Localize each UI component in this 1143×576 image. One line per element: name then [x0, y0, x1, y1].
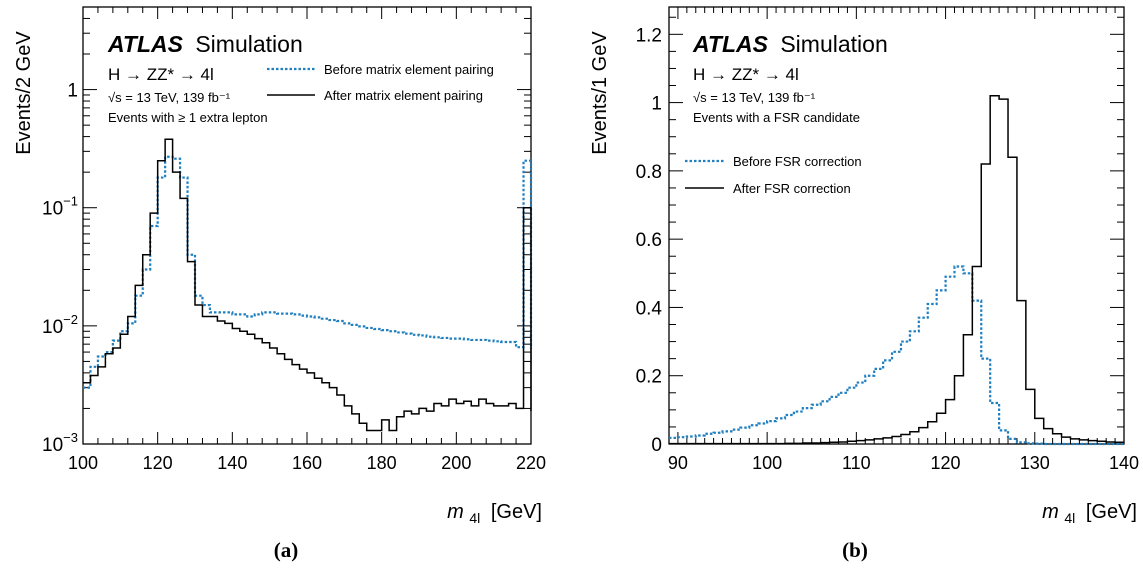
panel-a-xlabel: m 4l [GeV]	[447, 501, 542, 528]
y-tick-label: 0.8	[636, 162, 662, 183]
panel-b-xlabel-unit: [GeV]	[1086, 501, 1137, 523]
y-tick-label: 10−2	[42, 312, 78, 338]
panel-a-brand: ATLAS	[107, 31, 184, 57]
panel-b-series	[669, 95, 1124, 446]
y-tick-label: 1	[67, 81, 78, 102]
panel-a-label: (a)	[274, 538, 299, 562]
y-tick-label: 10−3	[42, 430, 78, 456]
panel-b-ticks	[668, 7, 1125, 445]
y-tick-label: 0.6	[636, 230, 662, 251]
x-tick-label: 220	[516, 453, 546, 473]
panel-a-atlas-header: ATLAS Simulation	[107, 31, 303, 57]
panel-b-brand: ATLAS	[692, 31, 769, 57]
panel-a-xlabel-unit: [GeV]	[491, 501, 542, 523]
y-tick-label: 10−1	[42, 194, 78, 220]
panel-b-ylabel: Events/1 GeV	[589, 31, 611, 155]
panel-b-frame	[668, 6, 1125, 445]
panel-b-brand-suffix: Simulation	[780, 31, 887, 57]
panel-a-xtick-labels: 100 120 140 160 180 200 220	[68, 453, 546, 473]
panel-a-ticks	[82, 6, 532, 445]
panel-b-xlabel: m 4l [GeV]	[1042, 501, 1137, 528]
x-tick-label: 200	[441, 453, 471, 473]
panel-a-xlabel-main: m	[447, 501, 464, 523]
x-tick-label: 160	[292, 453, 322, 473]
panel-a-series	[83, 138, 533, 432]
after-series-line	[83, 138, 532, 432]
y-tick-label: 0	[651, 435, 662, 456]
x-tick-label: 120	[931, 453, 961, 473]
panel-b-energy: √s = 13 TeV, 139 fb⁻¹	[693, 90, 816, 105]
panel-b: 0 0.2 0.4 0.6 0.8 1 1.2 90 100 110 120 130 140 ATLA…	[589, 6, 1139, 562]
x-tick-label: 100	[752, 453, 782, 473]
panel-a-legend-after-label: After matrix element pairing	[324, 88, 483, 103]
panel-a-process: H → ZZ* → 4l	[108, 65, 214, 84]
x-tick-label: 110	[842, 453, 871, 473]
panel-b-process: H → ZZ* → 4l	[693, 65, 799, 84]
x-tick-label: 180	[367, 453, 397, 473]
panel-a-energy: √s = 13 TeV, 139 fb⁻¹	[108, 90, 231, 105]
panel-b-legend-after-label: After FSR correction	[733, 181, 851, 196]
before-series-line	[669, 265, 1124, 446]
panel-b-label: (b)	[842, 538, 868, 562]
panel-a: 10−3 10−2 10−1 1 100 120 140 160 180 200 220 ATLA…	[13, 6, 546, 562]
panel-a-selection: Events with ≥ 1 extra lepton	[108, 110, 268, 125]
panel-a-ytick-labels: 10−3 10−2 10−1 1	[42, 81, 78, 456]
x-tick-label: 120	[143, 453, 173, 473]
y-tick-label: 1.2	[636, 25, 662, 46]
x-tick-label: 140	[217, 453, 247, 473]
y-tick-label: 0.4	[636, 298, 663, 319]
panel-a-legend-before-label: Before matrix element pairing	[324, 62, 494, 77]
panel-b-selection: Events with a FSR candidate	[693, 110, 860, 125]
x-tick-label: 100	[68, 453, 98, 473]
after-series-line	[669, 95, 1124, 445]
panel-b-xlabel-sub: 4l	[1064, 510, 1075, 526]
panel-b-xlabel-main: m	[1042, 501, 1059, 523]
before-series-line	[83, 155, 533, 389]
y-tick-label: 0.2	[636, 367, 662, 388]
panel-a-xlabel-sub: 4l	[469, 510, 480, 526]
panel-b-xtick-labels: 90 100 110 120 130 140	[668, 453, 1139, 473]
panel-b-legend-before-label: Before FSR correction	[733, 154, 862, 169]
panel-a-ylabel: Events/2 GeV	[13, 31, 35, 155]
panel-b-atlas-header: ATLAS Simulation	[692, 31, 888, 57]
x-tick-label: 130	[1020, 453, 1050, 473]
x-tick-label: 90	[668, 453, 688, 473]
panel-b-ytick-labels: 0 0.2 0.4 0.6 0.8 1 1.2	[636, 25, 663, 456]
panel-a-brand-suffix: Simulation	[195, 31, 302, 57]
x-tick-label: 140	[1109, 453, 1139, 473]
y-tick-label: 1	[651, 94, 662, 115]
